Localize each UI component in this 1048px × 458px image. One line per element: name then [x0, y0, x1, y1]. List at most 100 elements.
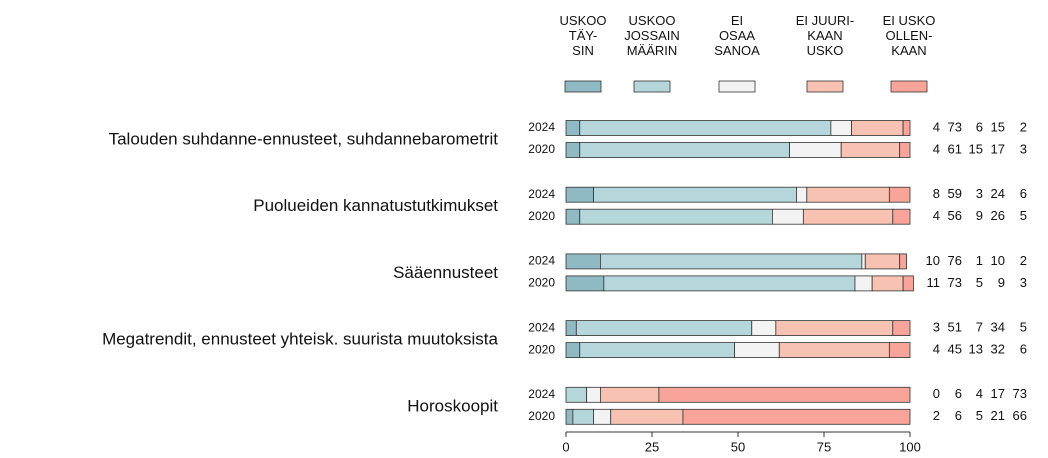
value-label: 7 [976, 320, 983, 335]
bar-segment [888, 342, 911, 359]
legend-swatch [806, 80, 844, 93]
value-label: 4 [933, 208, 940, 223]
value-label: 66 [1013, 408, 1027, 423]
bar-segment [565, 120, 581, 136]
bar-segment [565, 208, 581, 225]
bar-segment [586, 386, 601, 403]
value-label: 51 [948, 320, 962, 335]
bar-segment [610, 408, 684, 425]
value-label: 4 [933, 119, 940, 134]
bar-segment [778, 342, 890, 359]
bar-segment [861, 253, 866, 270]
bar-segment [902, 275, 914, 292]
value-label: 0 [933, 386, 940, 401]
group-label: Talouden suhdanne-ennusteet, suhdannebar… [109, 129, 499, 148]
value-label: 6 [1020, 186, 1027, 201]
value-label: 5 [1020, 208, 1027, 223]
value-label: 10 [926, 253, 940, 268]
value-label: 3 [1020, 141, 1027, 156]
value-label: 73 [1013, 386, 1027, 401]
value-label: 3 [1020, 275, 1027, 290]
bar-segment [565, 142, 581, 158]
value-label: 13 [969, 342, 983, 357]
bar-segment [899, 253, 907, 270]
x-tick-label: 50 [731, 439, 745, 454]
value-label: 8 [933, 186, 940, 201]
value-label: 4 [933, 141, 940, 156]
legend-swatch [633, 80, 671, 93]
bar-segment [772, 208, 804, 225]
legend-label: EI OSAA SANOA [714, 13, 760, 58]
value-label: 5 [976, 275, 983, 290]
bar-segment [830, 120, 852, 136]
year-label: 2020 [528, 142, 555, 156]
year-label: 2020 [528, 276, 555, 290]
value-label: 15 [991, 119, 1005, 134]
bar-segment [899, 142, 911, 158]
value-label: 11 [927, 275, 941, 290]
bar-segment [854, 275, 873, 292]
value-label: 3 [976, 186, 983, 201]
value-label: 9 [998, 275, 1005, 290]
bar-segment [751, 320, 777, 337]
legend-label: EI USKO OLLEN- KAAN [882, 13, 936, 58]
value-label: 6 [955, 386, 962, 401]
value-label: 4 [976, 386, 983, 401]
value-label: 73 [948, 275, 962, 290]
bar-segment [658, 386, 911, 403]
legend-label: USKOO TÄY- SIN [559, 13, 607, 58]
year-label: 2024 [528, 320, 555, 334]
bar-segment [902, 120, 911, 136]
value-label: 24 [991, 186, 1005, 201]
bar-segment [579, 342, 735, 359]
value-label: 17 [991, 141, 1005, 156]
value-label: 21 [991, 408, 1005, 423]
bar-segment [789, 142, 842, 158]
value-label: 34 [991, 320, 1005, 335]
group-label: Sääennusteet [393, 263, 498, 282]
legend-swatch [564, 80, 602, 93]
bar-segment [851, 120, 904, 136]
group-label: Megatrendit, ennusteet yhteisk. suurista… [102, 330, 498, 349]
bar-segment [892, 320, 911, 337]
bar-segment [565, 386, 588, 403]
value-label: 9 [976, 208, 983, 223]
value-label: 1 [976, 253, 983, 268]
year-label: 2024 [528, 187, 555, 201]
legend-swatch [718, 80, 756, 93]
bar-segment [734, 342, 780, 359]
bar-segment [593, 186, 797, 203]
bar-segment [579, 208, 773, 225]
year-label: 2020 [528, 409, 555, 423]
bar-segment [892, 208, 911, 225]
value-label: 17 [991, 386, 1005, 401]
bar-segment [775, 320, 894, 337]
value-label: 73 [948, 119, 962, 134]
bar-segment [565, 408, 574, 425]
value-label: 4 [933, 342, 940, 357]
year-label: 2020 [528, 209, 555, 223]
bar-segment [603, 275, 856, 292]
bar-segment [579, 142, 791, 158]
bar-segment [840, 142, 901, 158]
x-tick-label: 25 [645, 439, 659, 454]
value-label: 56 [948, 208, 962, 223]
value-label: 2 [933, 408, 940, 423]
group-label: Puolueiden kannatustutkimukset [253, 196, 498, 215]
bar-segment [600, 253, 863, 270]
value-label: 2 [1020, 119, 1027, 134]
value-label: 10 [991, 253, 1005, 268]
year-label: 2024 [528, 387, 555, 401]
legend-swatch [890, 80, 928, 93]
bar-segment [888, 186, 911, 203]
bar-segment [682, 408, 911, 425]
value-label: 3 [933, 320, 940, 335]
value-label: 5 [1020, 320, 1027, 335]
bar-segment [600, 386, 660, 403]
bar-segment [579, 120, 832, 136]
legend-label: USKOO JOSSAIN MÄÄRIN [624, 13, 680, 58]
bar-segment [796, 186, 808, 203]
x-tick-label: 75 [817, 439, 831, 454]
bar-segment [565, 342, 581, 359]
